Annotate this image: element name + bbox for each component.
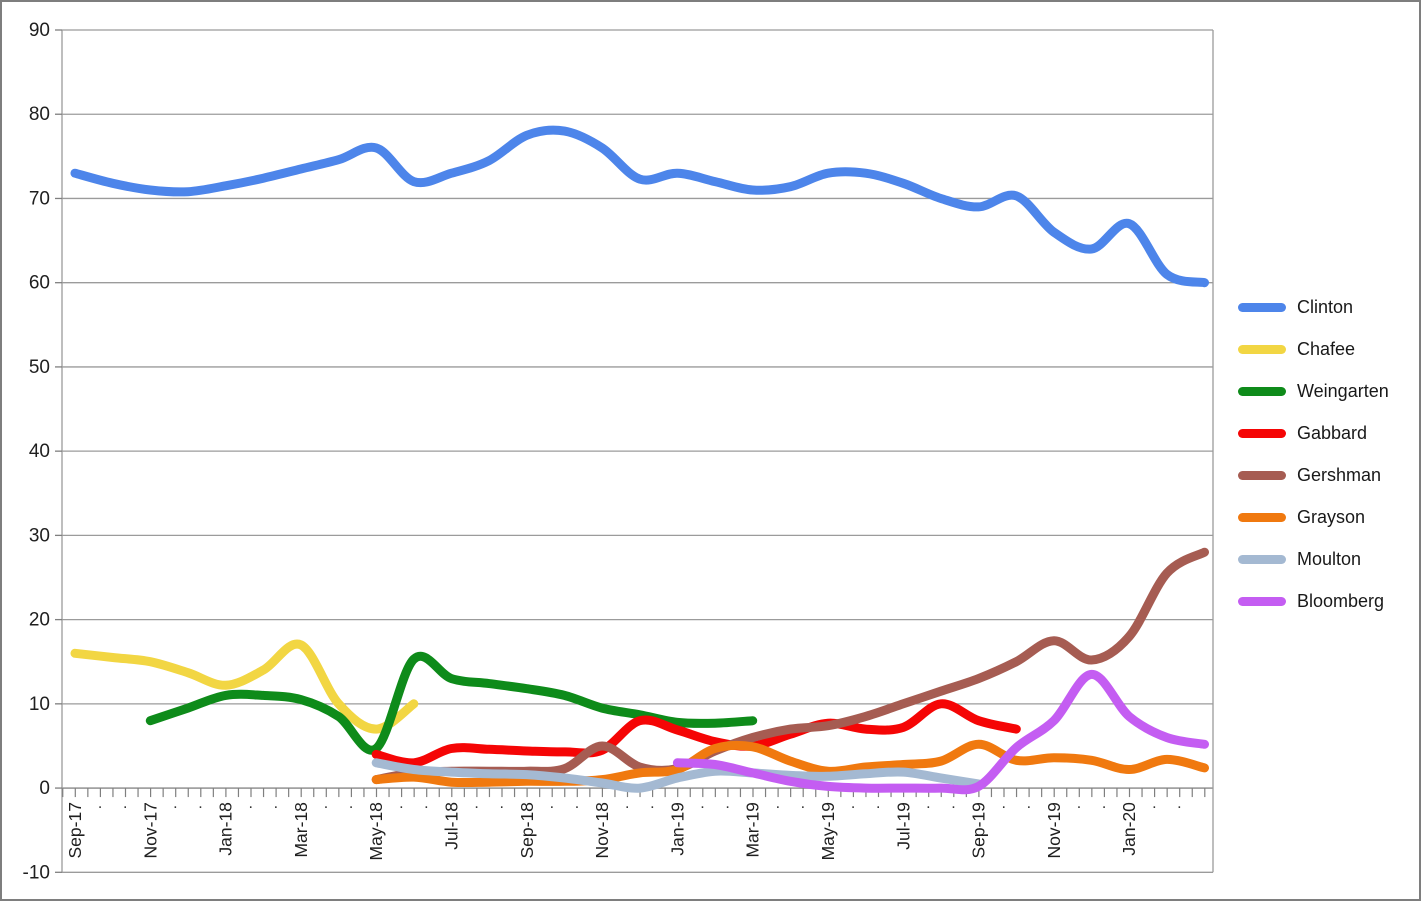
x-axis-label: Nov-18 <box>592 802 612 858</box>
x-axis-label: Sep-19 <box>969 802 989 858</box>
x-axis-minor-dot: . <box>499 795 503 812</box>
series-line-moulton <box>371 758 984 793</box>
svg-text:80: 80 <box>29 104 50 125</box>
legend-item-bloomberg: Bloomberg <box>1238 580 1418 622</box>
x-axis-minor-dot: . <box>725 795 729 812</box>
x-axis-minor-dot: . <box>951 795 955 812</box>
series-line-grayson <box>371 739 1209 788</box>
x-axis-label: Nov-17 <box>140 802 160 858</box>
legend-item-weingarten: Weingarten <box>1238 370 1418 412</box>
legend-label: Grayson <box>1297 506 1366 527</box>
x-axis-label: Jan-20 <box>1119 802 1139 856</box>
legend-swatch-chafee <box>1238 344 1286 354</box>
legend-swatch-clinton <box>1238 302 1286 312</box>
legend-label: Clinton <box>1297 296 1354 317</box>
x-axis-minor-dot: . <box>474 795 478 812</box>
svg-text:0: 0 <box>39 778 50 799</box>
x-axis-minor-dot: . <box>550 795 554 812</box>
x-axis-minor-dot: . <box>274 795 278 812</box>
legend-label: Moulton <box>1297 548 1362 569</box>
svg-text:-10: -10 <box>23 862 50 883</box>
legend-swatch-gershman <box>1238 470 1286 480</box>
svg-text:40: 40 <box>29 441 50 462</box>
legend-label: Weingarten <box>1297 380 1389 401</box>
svg-text:10: 10 <box>29 694 50 715</box>
x-axis-minor-dot: . <box>776 795 780 812</box>
x-axis-minor-dot: . <box>1027 795 1031 812</box>
legend-item-clinton: Clinton <box>1238 286 1418 328</box>
x-axis-label: Jan-19 <box>667 802 687 856</box>
legend-swatch-weingarten <box>1238 386 1286 396</box>
legend-item-chafee: Chafee <box>1238 328 1418 370</box>
legend-item-gabbard: Gabbard <box>1238 412 1418 454</box>
series-lines <box>70 125 1209 795</box>
x-axis-minor-dot: . <box>198 795 202 812</box>
x-axis-minor-dot: . <box>575 795 579 812</box>
x-axis-minor-dot: . <box>173 795 177 812</box>
x-axis-minor-dot: . <box>399 795 403 812</box>
x-axis-minor-dot: . <box>851 795 855 812</box>
x-axis-minor-dot: . <box>1077 795 1081 812</box>
x-axis-minor-dot: . <box>926 795 930 812</box>
legend-item-moulton: Moulton <box>1238 538 1418 580</box>
x-axis-label: Sep-17 <box>65 802 85 858</box>
x-axis-labels: Sep-17.. Nov-17.. Jan-18.. Mar-18.. May-18..… <box>65 795 1182 860</box>
legend-swatch-bloomberg <box>1238 596 1286 606</box>
svg-text:70: 70 <box>29 188 50 209</box>
legend-item-grayson: Grayson <box>1238 496 1418 538</box>
x-axis-minor-dot: . <box>424 795 428 812</box>
x-axis-label: Mar-18 <box>291 802 311 857</box>
series-line-clinton <box>70 125 1209 288</box>
svg-text:20: 20 <box>29 610 50 631</box>
x-axis-minor-dot: . <box>98 795 102 812</box>
series-line-bloomberg <box>672 669 1209 795</box>
legend-label: Gabbard <box>1297 422 1368 443</box>
x-axis-label: Nov-19 <box>1044 802 1064 858</box>
legend-label: Gershman <box>1297 464 1382 485</box>
legend-swatch-gabbard <box>1238 428 1286 438</box>
series-line-gabbard <box>371 699 1021 768</box>
svg-text:50: 50 <box>29 357 50 378</box>
x-axis-minor-dot: . <box>123 795 127 812</box>
x-axis-label: Jul-19 <box>893 802 913 850</box>
legend-swatch-moulton <box>1238 554 1286 564</box>
y-axis-labels: 90 80 70 60 50 40 30 20 10 0 -10 <box>23 20 50 883</box>
x-axis-label: May-19 <box>818 802 838 860</box>
x-axis-minor-dot: . <box>801 795 805 812</box>
x-axis-minor-dot: . <box>1177 795 1181 812</box>
x-axis-minor-dot: . <box>625 795 629 812</box>
legend-label: Bloomberg <box>1297 590 1385 611</box>
x-axis-label: Sep-18 <box>517 802 537 858</box>
x-axis-minor-dot: . <box>248 795 252 812</box>
series-line-chafee <box>70 639 419 734</box>
legend: Clinton Chafee Weingarten Gabbard Gershman Gr… <box>1238 286 1418 622</box>
legend-label: Chafee <box>1297 338 1356 359</box>
svg-text:90: 90 <box>29 20 50 41</box>
x-axis-minor-dot: . <box>1102 795 1106 812</box>
legend-swatch-grayson <box>1238 512 1286 522</box>
plot-border <box>55 29 1214 873</box>
svg-text:30: 30 <box>29 525 50 546</box>
x-axis-minor-dot: . <box>1152 795 1156 812</box>
svg-text:60: 60 <box>29 273 50 294</box>
x-axis-label: Mar-19 <box>743 802 763 857</box>
x-axis-label: Jan-18 <box>216 802 236 856</box>
x-axis-minor-dot: . <box>324 795 328 812</box>
x-axis-label: May-18 <box>366 802 386 860</box>
x-axis-minor-dot: . <box>650 795 654 812</box>
x-axis-minor-dot: . <box>876 795 880 812</box>
x-axis-label: Jul-18 <box>442 802 462 850</box>
x-axis-minor-dot: . <box>1001 795 1005 812</box>
x-axis-minor-dot: . <box>349 795 353 812</box>
legend-item-gershman: Gershman <box>1238 454 1418 496</box>
gridlines <box>62 29 1213 873</box>
x-axis-minor-dot: . <box>700 795 704 812</box>
